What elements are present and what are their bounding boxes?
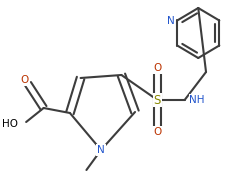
Text: NH: NH — [189, 95, 205, 105]
Text: S: S — [154, 93, 161, 107]
Text: HO: HO — [2, 119, 18, 129]
Text: O: O — [20, 75, 28, 85]
Text: O: O — [153, 63, 161, 73]
Text: N: N — [97, 145, 105, 155]
Text: N: N — [166, 16, 174, 25]
Text: O: O — [153, 127, 161, 137]
